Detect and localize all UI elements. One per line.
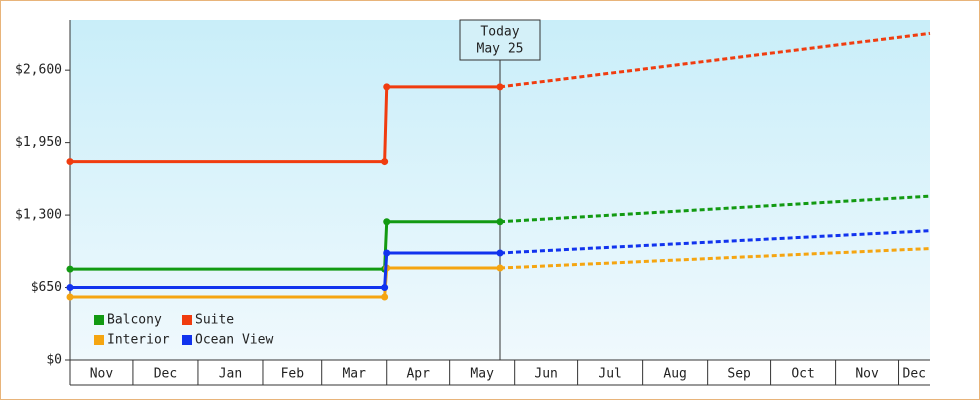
y-tick-label: $2,600 [15, 63, 62, 78]
price-point [496, 83, 504, 91]
legend-swatch [94, 315, 104, 325]
price-line [70, 251, 500, 290]
x-tick-label: Nov [90, 367, 114, 382]
legend-label: Suite [195, 313, 234, 328]
legend-label: Ocean View [195, 333, 273, 348]
legend-swatch [182, 335, 192, 345]
price-point [381, 293, 389, 301]
x-tick-label: May [470, 367, 494, 382]
x-tick-label: Sep [727, 367, 751, 382]
price-point [381, 158, 389, 166]
legend-label: Interior [107, 333, 170, 348]
x-tick-label: Jun [534, 367, 557, 382]
forecast-line [499, 31, 931, 89]
price-point [66, 265, 74, 273]
legend-label: Balcony [107, 313, 162, 328]
y-tick-label: $650 [31, 280, 62, 295]
x-tick-label: Dec [154, 367, 177, 382]
price-point [496, 249, 504, 257]
legend-swatch [94, 335, 104, 345]
price-point [66, 293, 74, 301]
x-tick-label: Jan [219, 367, 242, 382]
x-tick-label: Feb [281, 367, 305, 382]
legend-swatch [182, 315, 192, 325]
price-point [496, 264, 504, 272]
x-tick-label: Dec [903, 367, 926, 382]
today-box [459, 19, 541, 61]
x-tick-label: Apr [406, 367, 430, 382]
x-tick-label: Jul [598, 367, 621, 382]
y-tick-label: $1,300 [15, 208, 62, 223]
price-point [66, 158, 74, 166]
price-point [383, 249, 391, 257]
x-tick-label: Nov [855, 367, 879, 382]
price-point [383, 218, 391, 226]
x-tick-label: Mar [342, 367, 366, 382]
x-tick-label: Aug [663, 367, 686, 382]
x-tick-label: Oct [791, 367, 814, 382]
price-point [66, 284, 74, 292]
price-line [70, 85, 500, 164]
price-point [383, 83, 391, 91]
price-point [381, 284, 389, 292]
y-tick-label: $0 [46, 353, 62, 368]
price-point [496, 218, 504, 226]
today-label: May 25 [477, 42, 524, 57]
y-tick-label: $1,950 [15, 135, 62, 150]
price-line [70, 220, 500, 271]
today-label: Today [480, 25, 519, 40]
